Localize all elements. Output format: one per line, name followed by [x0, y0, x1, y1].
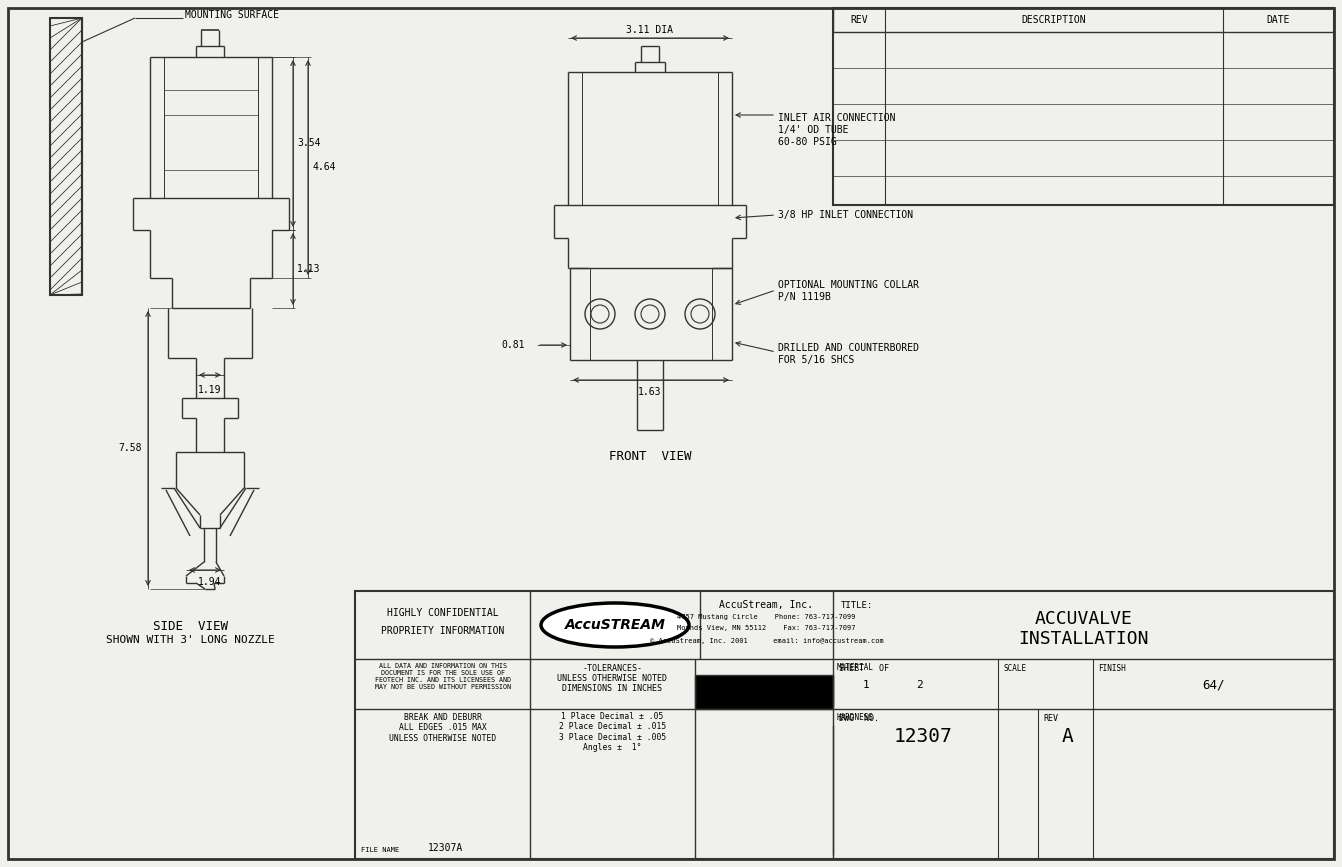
Text: 3/8 HP INLET CONNECTION: 3/8 HP INLET CONNECTION [778, 210, 913, 220]
Ellipse shape [691, 305, 709, 323]
Ellipse shape [541, 603, 688, 647]
Text: © AccuStream, Inc. 2001      email: info@accustream.com: © AccuStream, Inc. 2001 email: info@accu… [650, 638, 883, 644]
Text: 1 Place Decimal ± .05
2 Place Decimal ± .015
3 Place Decimal ± .005
Angles ±  1°: 1 Place Decimal ± .05 2 Place Decimal ± … [558, 712, 666, 753]
Bar [833, 8, 1334, 205]
Text: DATE: DATE [1267, 15, 1290, 25]
Text: 60-80 PSIG: 60-80 PSIG [778, 137, 837, 147]
Text: FOR 5/16 SHCS: FOR 5/16 SHCS [778, 355, 855, 365]
Text: AccuStream, Inc.: AccuStream, Inc. [719, 600, 813, 610]
Bar [356, 591, 1334, 859]
Bar [833, 8, 1334, 32]
Text: REV: REV [851, 15, 868, 25]
Text: INLET AIR CONNECTION: INLET AIR CONNECTION [778, 113, 895, 123]
Text: Mounds View, MN 55112    Fax: 763-717-7097: Mounds View, MN 55112 Fax: 763-717-7097 [678, 625, 856, 631]
Ellipse shape [590, 305, 609, 323]
Text: PROPRIETY INFORMATION: PROPRIETY INFORMATION [381, 626, 505, 636]
Text: SCALE: SCALE [1004, 664, 1027, 673]
Ellipse shape [684, 299, 715, 329]
Text: 1.19: 1.19 [199, 385, 221, 395]
Text: P/N 1119B: P/N 1119B [778, 292, 831, 302]
Text: 3.11 DIA: 3.11 DIA [627, 25, 674, 35]
Ellipse shape [585, 299, 615, 329]
Text: MATERIAL: MATERIAL [837, 663, 874, 672]
Text: ALL DATA AND INFORMATION ON THIS
DOCUMENT IS FOR THE SOLE USE OF
FEOTECH INC. AN: ALL DATA AND INFORMATION ON THIS DOCUMEN… [374, 663, 511, 690]
Text: 4.64: 4.64 [313, 162, 336, 172]
Text: DIMENSIONS IN INCHES: DIMENSIONS IN INCHES [562, 684, 663, 693]
Text: TITLE:: TITLE: [841, 601, 874, 610]
Text: FILE NAME: FILE NAME [361, 847, 400, 853]
Text: 4757 Mustang Circle    Phone: 763-717-7099: 4757 Mustang Circle Phone: 763-717-7099 [678, 614, 856, 620]
Text: 12307A: 12307A [427, 843, 463, 853]
Text: 12307: 12307 [894, 727, 953, 746]
Ellipse shape [635, 299, 666, 329]
Text: 3.54: 3.54 [297, 138, 321, 148]
Ellipse shape [641, 305, 659, 323]
Bar [695, 675, 833, 709]
Text: -TOLERANCES-
UNLESS OTHERWISE NOTED: -TOLERANCES- UNLESS OTHERWISE NOTED [557, 664, 667, 683]
Text: 1.94: 1.94 [199, 577, 221, 587]
Text: 1.13: 1.13 [297, 264, 321, 274]
Text: DESCRIPTION: DESCRIPTION [1021, 15, 1086, 25]
Text: DRILLED AND COUNTERBORED: DRILLED AND COUNTERBORED [778, 343, 919, 353]
Text: 1       2: 1 2 [863, 680, 923, 690]
Text: ACCUVALVE
INSTALLATION: ACCUVALVE INSTALLATION [1019, 610, 1149, 649]
Text: SHOWN WITH 3' LONG NOZZLE: SHOWN WITH 3' LONG NOZZLE [106, 635, 274, 645]
Text: AccuSTREAM: AccuSTREAM [565, 618, 666, 632]
Text: BREAK AND DEBURR
ALL EDGES .015 MAX
UNLESS OTHERWISE NOTED: BREAK AND DEBURR ALL EDGES .015 MAX UNLE… [389, 713, 497, 743]
Text: OPTIONAL MOUNTING COLLAR: OPTIONAL MOUNTING COLLAR [778, 280, 919, 290]
Text: FRONT  VIEW: FRONT VIEW [609, 450, 691, 463]
Text: HIGHLY CONFIDENTIAL: HIGHLY CONFIDENTIAL [386, 608, 498, 618]
Text: 1.63: 1.63 [639, 387, 662, 397]
Text: REV: REV [1043, 714, 1057, 723]
Text: 0.81: 0.81 [502, 340, 525, 350]
Bar [50, 18, 82, 295]
Text: SHEET   OF: SHEET OF [839, 664, 888, 673]
Text: DWG  NO.: DWG NO. [839, 714, 879, 723]
Text: SIDE  VIEW: SIDE VIEW [153, 620, 228, 633]
Text: 7.58: 7.58 [118, 443, 142, 453]
Text: FINISH: FINISH [1098, 664, 1126, 673]
Text: HARDNESS: HARDNESS [837, 713, 874, 722]
Text: 1/4' OD TUBE: 1/4' OD TUBE [778, 125, 848, 135]
Text: 64/: 64/ [1202, 679, 1225, 692]
Text: MOUNTING SURFACE: MOUNTING SURFACE [185, 10, 279, 20]
Text: A: A [1062, 727, 1074, 746]
